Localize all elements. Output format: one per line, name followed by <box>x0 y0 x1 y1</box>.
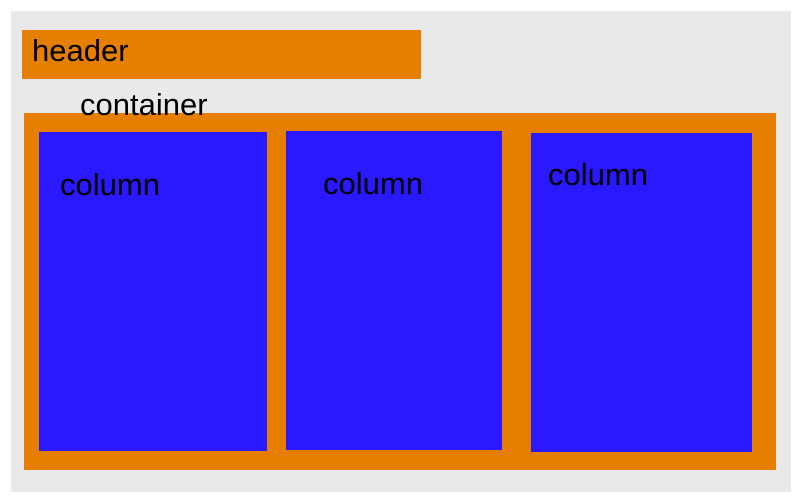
header-block <box>22 30 421 79</box>
column-label-2: column <box>323 166 423 201</box>
column-block-1 <box>39 132 267 451</box>
column-block-2 <box>286 131 502 450</box>
header-label: header <box>32 33 129 68</box>
column-block-3 <box>531 133 752 452</box>
container-label: container <box>80 87 208 122</box>
column-label-1: column <box>60 167 160 202</box>
column-label-3: column <box>548 157 648 192</box>
